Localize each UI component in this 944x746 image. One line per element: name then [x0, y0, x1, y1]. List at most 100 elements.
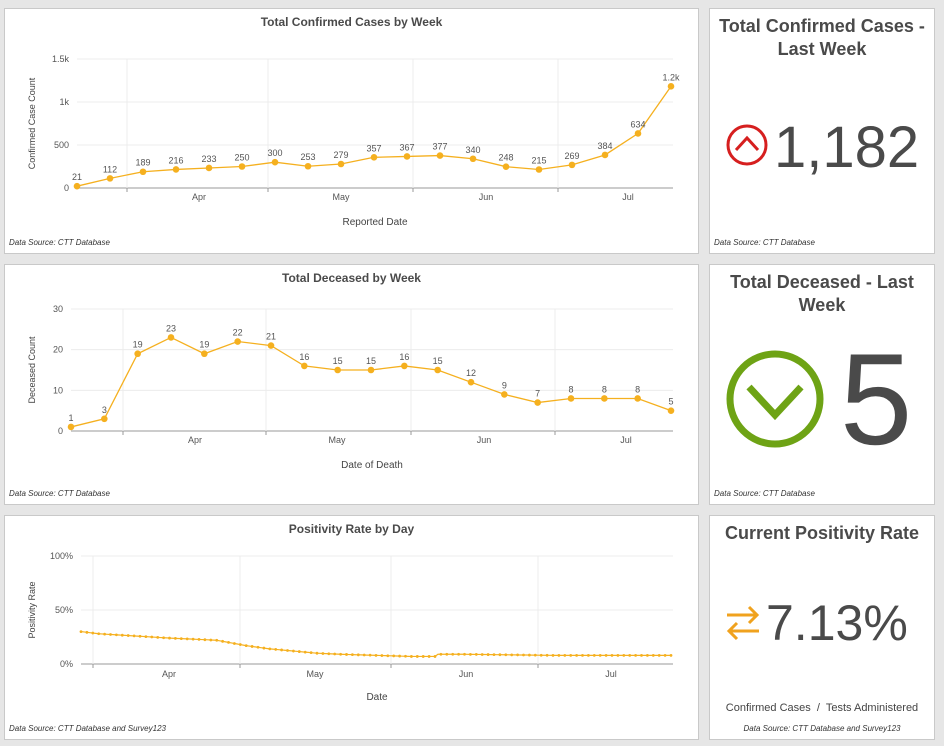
data-point [601, 151, 609, 159]
data-point [657, 653, 661, 657]
data-point [221, 639, 225, 643]
data-label: 248 [498, 153, 513, 163]
data-point [201, 350, 208, 358]
data-point [150, 635, 154, 639]
data-point [401, 362, 408, 370]
data-point [427, 655, 431, 658]
positivity-chart-panel: Positivity Rate by Day 0% 50% 100% Apr May Ju… [4, 515, 699, 740]
data-point [103, 632, 106, 636]
data-label: 19 [199, 340, 209, 350]
data-point [581, 653, 584, 657]
deceased-indicator-title: Total Deceased - Last Week [730, 272, 914, 315]
series-line [70, 336, 672, 428]
y-tick-label: 1k [59, 97, 69, 107]
data-label: 8 [568, 384, 573, 394]
data-point [101, 415, 108, 423]
data-point [439, 652, 443, 656]
data-point [651, 653, 655, 657]
data-point [604, 653, 608, 657]
data-point [134, 350, 141, 358]
deceased-chart[interactable]: 0 10 20 30 Apr May Jun Jul Date of Death Deceased… [5, 283, 700, 503]
data-label: 8 [635, 384, 640, 394]
x-tick-label: Apr [162, 669, 176, 679]
data-label: 9 [502, 380, 507, 390]
y-tick-label: 100% [50, 551, 73, 561]
data-point [469, 652, 472, 656]
x-tick-label: Jun [477, 435, 492, 445]
data-point [234, 338, 241, 345]
x-tick-label: Jul [620, 435, 632, 445]
data-point [73, 182, 81, 190]
x-axis-title: Reported Date [342, 217, 407, 228]
data-point [144, 635, 148, 639]
cases-chart[interactable]: 0 500 1k 1.5k Apr May Jun Jul Reported Date Confi… [5, 27, 700, 252]
data-point [109, 633, 112, 636]
data-point [634, 395, 641, 402]
data-point [156, 635, 160, 639]
positivity-chart[interactable]: 0% 50% 100% Apr May Jun Jul Date Positivity Rate [5, 534, 700, 739]
data-point [209, 638, 213, 642]
deceased-chart-source: Data Source: CTT Database [9, 489, 110, 498]
data-point [567, 395, 575, 402]
data-label: 367 [399, 142, 414, 152]
deceased-chart-panel: Total Deceased by Week 0 10 20 30 Apr May Jun J… [4, 264, 699, 505]
data-point [162, 636, 166, 640]
data-label: 634 [630, 119, 645, 129]
data-point [610, 653, 614, 657]
x-axis-title: Date [366, 692, 388, 703]
data-point [522, 653, 525, 657]
data-point [327, 652, 331, 656]
data-point [533, 653, 537, 657]
data-label: 21 [72, 172, 82, 182]
data-point [403, 153, 411, 160]
y-tick-label: 10 [53, 385, 63, 395]
data-point [268, 647, 272, 651]
data-point [370, 153, 378, 161]
deceased-indicator-panel: Total Deceased - Last Week 5 Data Source… [709, 264, 935, 505]
positivity-indicator-subtitle: Confirmed Cases / Tests Administered [725, 702, 919, 714]
data-point [106, 175, 114, 182]
data-label: 15 [333, 356, 343, 366]
cases-indicator-value: 1,182 [774, 115, 920, 180]
data-point [457, 652, 460, 656]
data-point [334, 366, 341, 374]
data-label: 253 [300, 152, 315, 162]
data-point [528, 653, 531, 657]
data-point [451, 652, 455, 656]
positivity-indicator-panel: Current Positivity Rate 7.13% Confirmed … [709, 515, 935, 740]
data-label: 300 [267, 148, 282, 158]
data-label: 16 [399, 352, 409, 362]
data-point [421, 655, 425, 658]
data-point [498, 653, 502, 657]
data-point [504, 653, 508, 657]
y-axis-title: Deceased Count [27, 336, 37, 404]
x-tick-label: May [332, 192, 350, 202]
data-point [238, 163, 246, 170]
data-point [474, 653, 478, 656]
data-label: 384 [597, 141, 612, 151]
data-point [292, 649, 295, 653]
data-point [309, 651, 313, 655]
y-tick-label: 1.5k [52, 54, 70, 64]
data-point [79, 630, 83, 633]
data-point [205, 164, 213, 172]
data-point [663, 653, 667, 657]
x-tick-label: Apr [192, 192, 206, 202]
cases-chart-title: Total Confirmed Cases by Week [260, 15, 443, 29]
data-point [463, 652, 466, 656]
data-point [238, 643, 242, 646]
data-point [333, 652, 337, 656]
data-point [301, 362, 308, 370]
data-label: 112 [103, 164, 117, 174]
data-point [172, 166, 180, 173]
data-point [274, 648, 278, 651]
series-line [76, 85, 672, 187]
data-point [85, 630, 89, 634]
data-point [568, 161, 576, 169]
data-label: 357 [366, 143, 381, 153]
x-tick-label: Apr [188, 435, 202, 445]
data-point [622, 653, 626, 657]
deceased-indicator-source: Data Source: CTT Database [714, 489, 815, 498]
data-point [115, 633, 118, 637]
y-tick-label: 500 [54, 140, 69, 150]
